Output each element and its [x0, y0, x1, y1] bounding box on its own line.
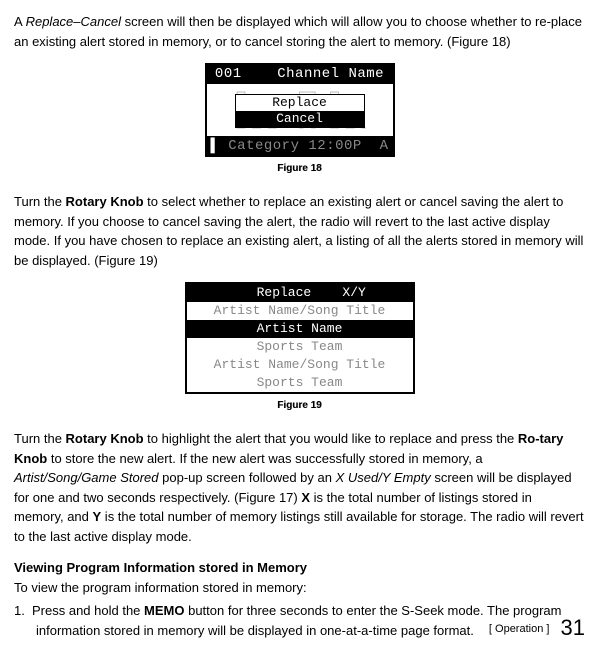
page-footer: [ Operation ] 31: [489, 611, 585, 644]
bold-text: Y: [93, 509, 102, 524]
page-number: 31: [561, 615, 585, 640]
bold-text: X: [301, 490, 310, 505]
bold-text: MEMO: [144, 603, 184, 618]
text: Press and hold the: [32, 603, 144, 618]
figure-caption: Figure 19: [14, 398, 585, 413]
replace-list-row: Artist Name/Song Title: [187, 356, 413, 374]
lcd-screen-fig18: 001 Channel Name ┌┐ ┌─┐ ┌┐ └┘└┘└┘ └ ┘ └┘…: [205, 63, 395, 157]
text: to highlight the alert that you would li…: [144, 431, 518, 446]
figure-caption: Figure 18: [14, 161, 585, 176]
intro-paragraph: A Replace–Cancel screen will then be dis…: [14, 12, 585, 51]
channel-number: 001: [215, 66, 242, 82]
replace-list-row-selected: Artist Name: [187, 320, 413, 338]
text: to store the new alert. If the new alert…: [47, 451, 482, 466]
text: A: [14, 14, 26, 29]
bold-text: Rotary Knob: [66, 431, 144, 446]
section-heading: Viewing Program Information stored in Me…: [14, 558, 585, 578]
lcd-screen-fig19: Replace X/Y Artist Name/Song Title Artis…: [185, 282, 415, 394]
italic-text: Artist/Song/Game Stored: [14, 470, 159, 485]
lcd-title-bar: 001 Channel Name: [207, 65, 393, 83]
figure-19: Replace X/Y Artist Name/Song Title Artis…: [14, 282, 585, 413]
paragraph-4: To view the program information stored i…: [14, 578, 585, 598]
lcd-status-bar: ▌ Category 12:00P A: [207, 137, 393, 155]
channel-name: Channel Name: [277, 66, 384, 82]
text: Turn the: [14, 431, 66, 446]
mid-paragraph: Turn the Rotary Knob to select whether t…: [14, 192, 585, 270]
replace-cancel-popup: Replace Cancel: [235, 94, 365, 128]
replace-list-header: Replace X/Y: [187, 284, 413, 302]
popup-option-cancel-selected: Cancel: [236, 111, 364, 127]
replace-list-row: Sports Team: [187, 374, 413, 392]
text: pop-up screen followed by an: [159, 470, 336, 485]
figure-18: 001 Channel Name ┌┐ ┌─┐ ┌┐ └┘└┘└┘ └ ┘ └┘…: [14, 63, 585, 176]
section-label: [ Operation ]: [489, 623, 550, 635]
popup-option-replace: Replace: [236, 95, 364, 111]
paragraph-3: Turn the Rotary Knob to highlight the al…: [14, 429, 585, 546]
italic-text: X Used/Y Empty: [336, 470, 431, 485]
replace-list-row: Sports Team: [187, 338, 413, 356]
italic-text: Replace–Cancel: [26, 14, 121, 29]
text: Turn the: [14, 194, 66, 209]
replace-list-row: Artist Name/Song Title: [187, 302, 413, 320]
lcd-body: ┌┐ ┌─┐ ┌┐ └┘└┘└┘ └ ┘ └┘└┘└ Replace Cance…: [207, 83, 393, 137]
list-number: 1.: [14, 601, 32, 621]
bold-text: Rotary Knob: [66, 194, 144, 209]
